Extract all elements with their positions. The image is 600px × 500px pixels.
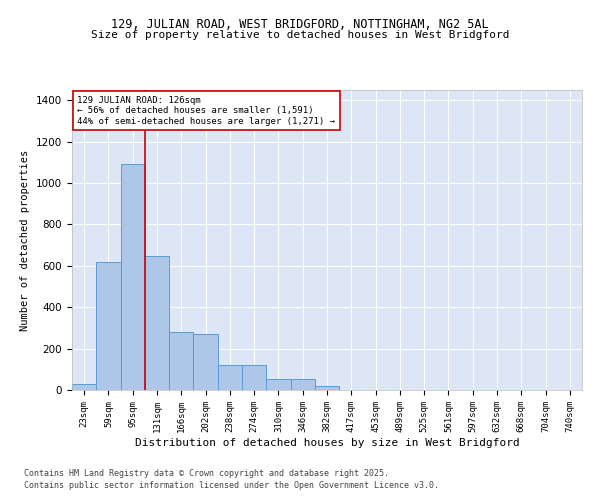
Text: 129 JULIAN ROAD: 126sqm
← 56% of detached houses are smaller (1,591)
44% of semi: 129 JULIAN ROAD: 126sqm ← 56% of detache… [77, 96, 335, 126]
Bar [218, 365, 242, 390]
X-axis label: Distribution of detached houses by size in West Bridgford: Distribution of detached houses by size … [134, 438, 520, 448]
Bar [242, 365, 266, 390]
Text: Contains public sector information licensed under the Open Government Licence v3: Contains public sector information licen… [24, 481, 439, 490]
Text: 129, JULIAN ROAD, WEST BRIDGFORD, NOTTINGHAM, NG2 5AL: 129, JULIAN ROAD, WEST BRIDGFORD, NOTTIN… [111, 18, 489, 30]
Text: Contains HM Land Registry data © Crown copyright and database right 2025.: Contains HM Land Registry data © Crown c… [24, 468, 389, 477]
Bar [315, 386, 339, 390]
Text: Size of property relative to detached houses in West Bridgford: Size of property relative to detached ho… [91, 30, 509, 40]
Bar [72, 384, 96, 390]
Bar [169, 332, 193, 390]
Bar [145, 256, 169, 390]
Bar [193, 334, 218, 390]
Bar [290, 378, 315, 390]
Y-axis label: Number of detached properties: Number of detached properties [20, 150, 31, 330]
Bar [121, 164, 145, 390]
Bar [96, 262, 121, 390]
Bar [266, 378, 290, 390]
